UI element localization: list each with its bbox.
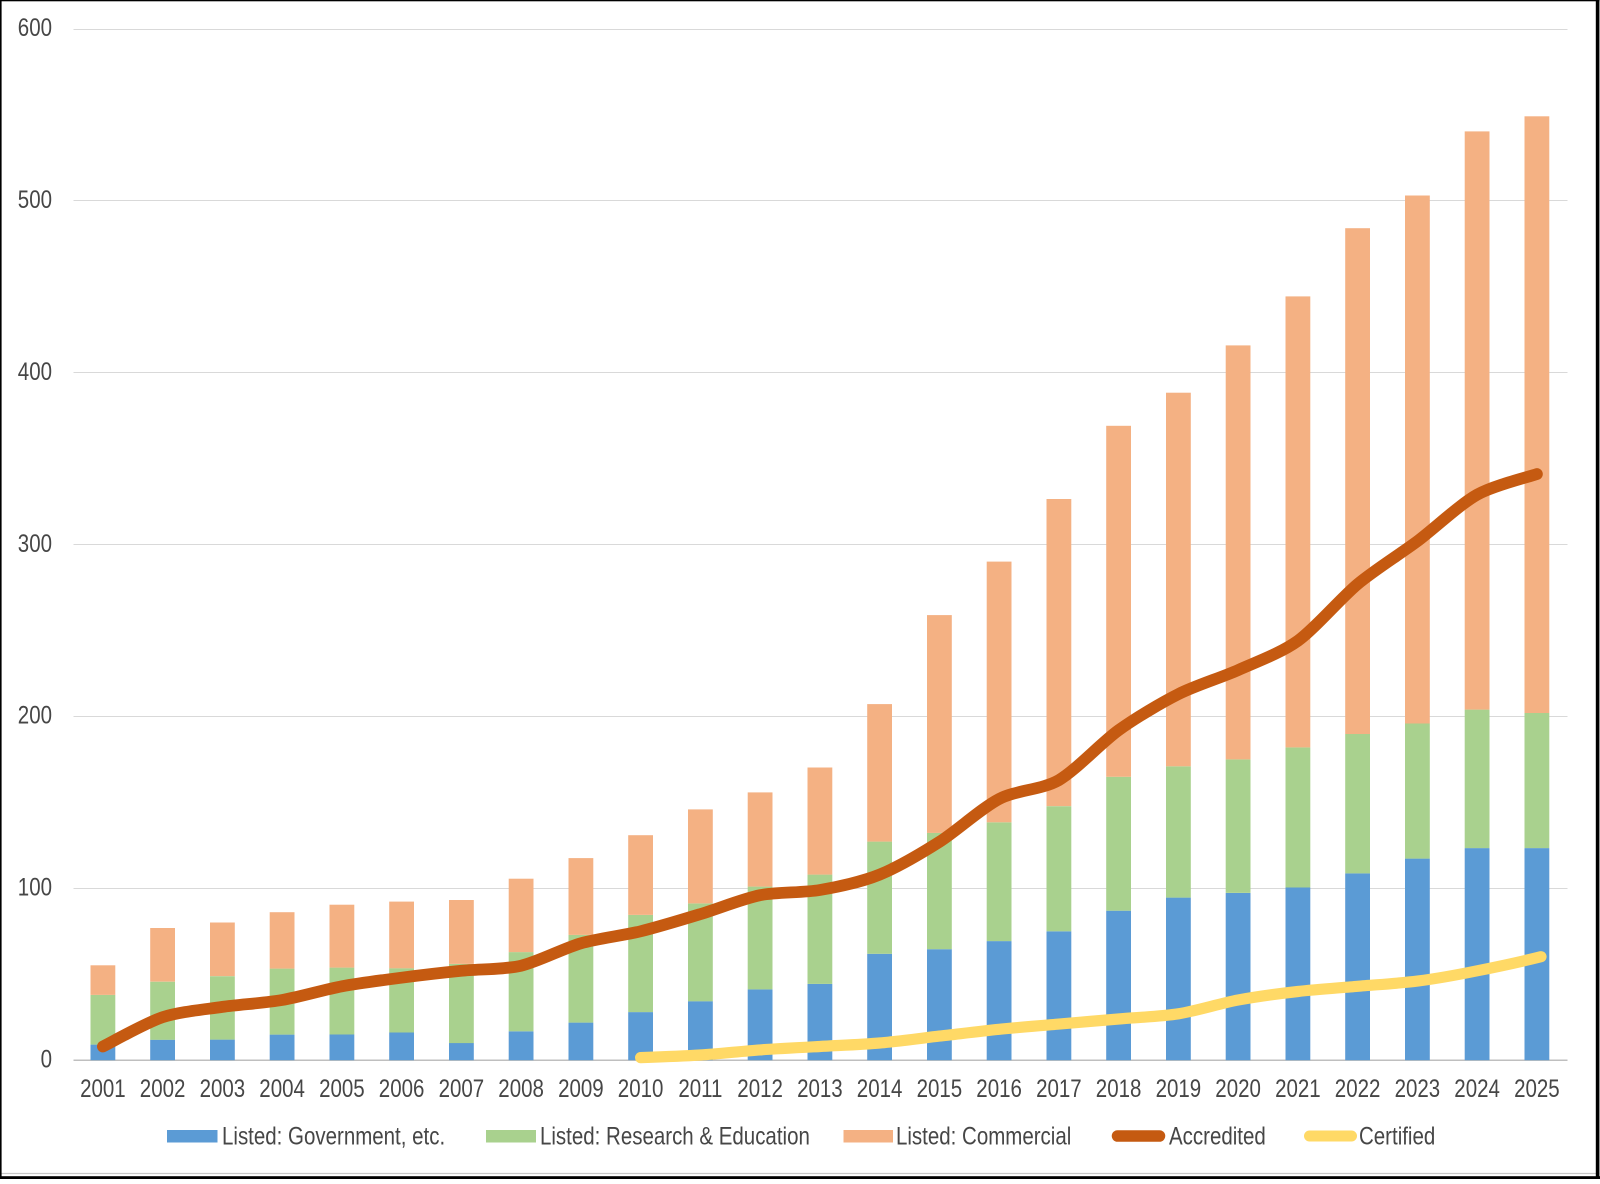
svg-text:100: 100 — [18, 874, 52, 901]
svg-text:2001: 2001 — [80, 1076, 126, 1103]
svg-text:300: 300 — [18, 530, 52, 557]
svg-text:Listed: Government, etc.: Listed: Government, etc. — [222, 1123, 445, 1150]
svg-text:2015: 2015 — [917, 1076, 963, 1103]
svg-text:2023: 2023 — [1395, 1076, 1441, 1103]
svg-text:Listed: Commercial: Listed: Commercial — [896, 1123, 1071, 1150]
svg-text:500: 500 — [18, 186, 52, 213]
svg-text:200: 200 — [18, 702, 52, 729]
svg-text:2008: 2008 — [498, 1076, 544, 1103]
svg-text:2013: 2013 — [797, 1076, 843, 1103]
svg-text:2020: 2020 — [1215, 1076, 1261, 1103]
svg-text:2010: 2010 — [618, 1076, 664, 1103]
svg-text:400: 400 — [18, 358, 52, 385]
svg-text:2005: 2005 — [319, 1076, 365, 1103]
svg-text:2017: 2017 — [1036, 1076, 1082, 1103]
svg-text:2021: 2021 — [1275, 1076, 1321, 1103]
svg-text:2024: 2024 — [1454, 1076, 1500, 1103]
svg-text:2002: 2002 — [140, 1076, 186, 1103]
svg-text:Listed: Research & Education: Listed: Research & Education — [540, 1123, 810, 1150]
svg-text:2006: 2006 — [379, 1076, 425, 1103]
svg-text:2004: 2004 — [259, 1076, 305, 1103]
svg-text:2003: 2003 — [200, 1076, 246, 1103]
svg-text:0: 0 — [41, 1046, 52, 1073]
svg-text:2016: 2016 — [976, 1076, 1022, 1103]
svg-text:2007: 2007 — [439, 1076, 485, 1103]
svg-text:600: 600 — [18, 14, 52, 41]
svg-text:Certified: Certified — [1359, 1123, 1435, 1150]
svg-text:2025: 2025 — [1514, 1076, 1560, 1103]
svg-text:2011: 2011 — [678, 1076, 722, 1103]
svg-text:Accredited: Accredited — [1169, 1123, 1266, 1150]
svg-text:2014: 2014 — [857, 1076, 903, 1103]
svg-text:2022: 2022 — [1335, 1076, 1381, 1103]
svg-text:2012: 2012 — [737, 1076, 783, 1103]
svg-text:2019: 2019 — [1156, 1076, 1202, 1103]
svg-text:2009: 2009 — [558, 1076, 604, 1103]
svg-text:2018: 2018 — [1096, 1076, 1142, 1103]
